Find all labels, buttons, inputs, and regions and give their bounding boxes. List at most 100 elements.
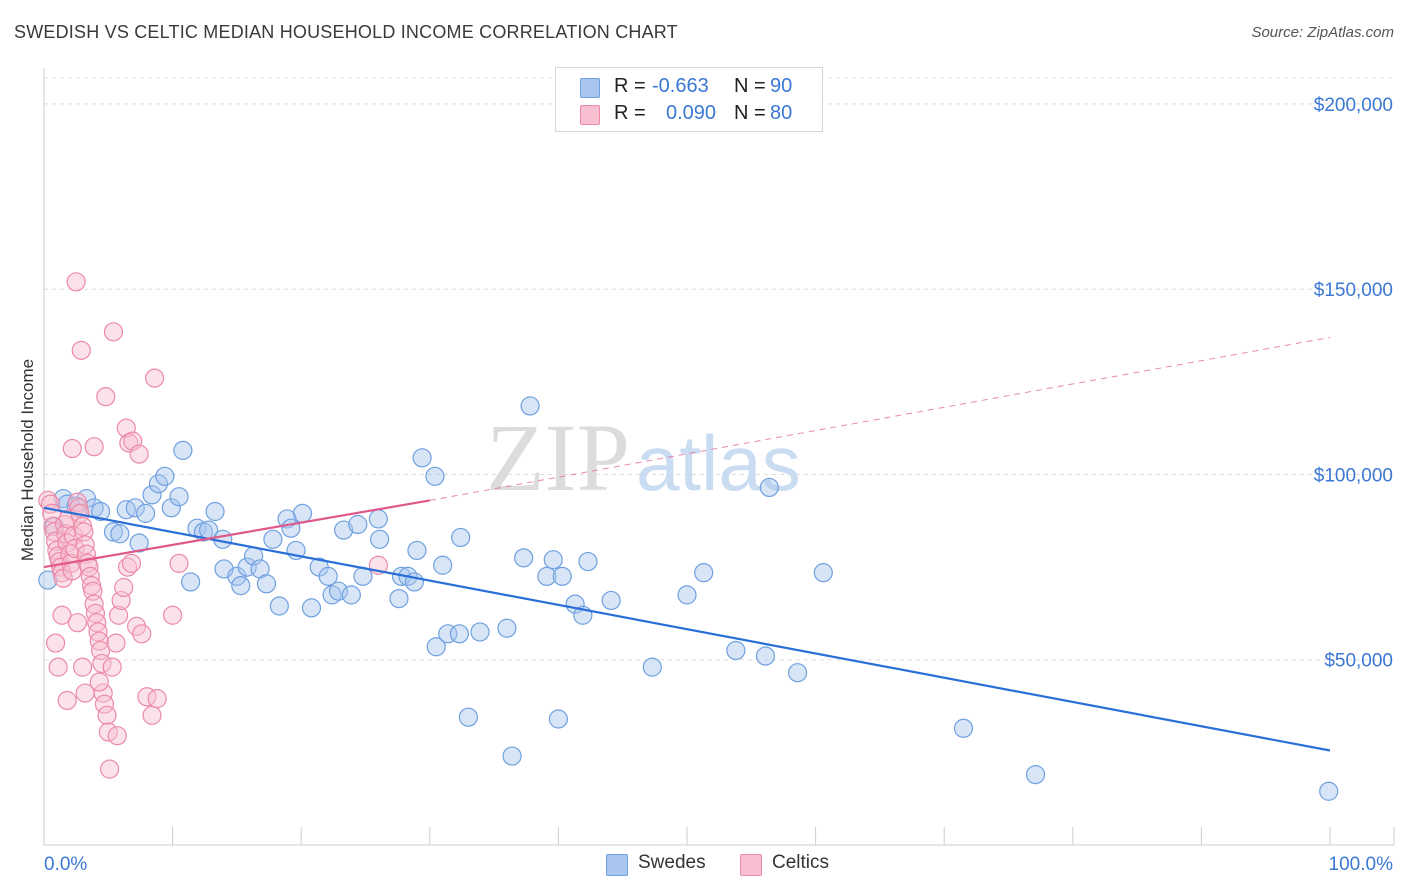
swedes-point xyxy=(726,640,746,661)
swedes-trend-line xyxy=(43,506,1331,752)
swedes-point xyxy=(813,563,833,583)
r-value: -0.663 xyxy=(652,75,709,97)
celtics-trend-extension xyxy=(429,336,1331,501)
celtics-trend-line xyxy=(43,499,430,569)
celtics-point xyxy=(65,538,85,559)
celtics-point xyxy=(107,726,127,746)
swedes-point xyxy=(953,718,974,738)
celtics-point xyxy=(92,653,112,674)
swedes-point xyxy=(502,746,522,766)
celtics-legend-swatch xyxy=(740,854,762,876)
y-axis-label: Median Household Income xyxy=(18,358,37,562)
celtics-point xyxy=(71,340,91,360)
trend-lines xyxy=(43,336,1331,752)
celtics-point xyxy=(129,444,149,464)
celtics-point xyxy=(84,437,104,457)
legend-label-celtics: Celtics xyxy=(772,852,830,873)
celtics-point xyxy=(102,657,122,677)
swedes-point xyxy=(301,598,322,618)
swedes-point xyxy=(1319,781,1339,801)
celtics-swatch xyxy=(580,105,600,125)
celtics-point xyxy=(114,577,134,598)
x-tick-label-max: 100.0% xyxy=(1329,854,1394,875)
n-label: N = xyxy=(734,102,766,124)
swedes-point xyxy=(368,509,388,529)
swedes-point xyxy=(110,524,130,544)
swedes-point xyxy=(173,440,193,460)
swedes-point xyxy=(169,487,189,507)
celtics-point xyxy=(57,690,77,711)
n-value: 90 xyxy=(770,75,793,97)
swedes-point xyxy=(90,501,111,522)
swedes-point xyxy=(181,572,201,592)
celtics-point xyxy=(97,705,117,725)
swedes-point xyxy=(412,448,432,468)
swedes-point xyxy=(514,548,534,568)
swedes-point xyxy=(677,585,697,605)
celtics-point xyxy=(45,633,66,653)
swedes-point xyxy=(426,637,446,657)
celtics-point xyxy=(48,657,68,677)
celtics-point xyxy=(117,557,138,577)
swedes-point xyxy=(520,396,540,416)
swedes-point xyxy=(601,590,621,611)
tick-labels: $50,000 $100,000 $150,000 $200,000 0.0% 100.0… xyxy=(44,95,1393,875)
swedes-point xyxy=(389,588,409,609)
swedes-point xyxy=(407,540,427,561)
swedes-swatch xyxy=(580,78,600,98)
swedes-point xyxy=(642,657,662,677)
swedes-point xyxy=(103,522,124,542)
celtics-point xyxy=(147,689,167,709)
swedes-point xyxy=(470,622,490,642)
swedes-point xyxy=(334,520,354,540)
celtics-point xyxy=(144,368,165,388)
celtics-point xyxy=(72,657,93,677)
celtics-point xyxy=(132,624,152,644)
swedes-point xyxy=(543,550,563,570)
swedes-point xyxy=(135,503,156,523)
data-points xyxy=(38,272,1339,801)
celtics-point xyxy=(66,272,86,292)
legend-label-swedes: Swedes xyxy=(638,852,706,873)
swedes-point xyxy=(425,466,445,486)
celtics-point xyxy=(94,694,115,714)
celtics-point xyxy=(75,683,95,703)
swedes-point xyxy=(433,555,453,575)
celtics-point xyxy=(169,553,189,573)
r-value: 0.090 xyxy=(666,102,717,124)
chart-title: SWEDISH VS CELTIC MEDIAN HOUSEHOLD INCOM… xyxy=(14,22,678,42)
swedes-point xyxy=(292,503,313,523)
celtics-point xyxy=(142,705,162,725)
celtics-point xyxy=(163,605,183,625)
swedes-point xyxy=(449,624,469,644)
swedes-point xyxy=(370,529,390,549)
celtics-point xyxy=(106,633,126,653)
celtics-point xyxy=(67,613,88,633)
swedes-point xyxy=(458,707,478,727)
swedes-point xyxy=(694,563,714,583)
source-label: Source: ZipAtlas.com xyxy=(1251,24,1394,41)
swedes-point xyxy=(142,485,162,505)
swedes-point xyxy=(269,596,289,616)
swedes-point xyxy=(548,709,569,729)
celtics-point xyxy=(108,605,129,625)
swedes-point xyxy=(263,529,283,549)
swedes-point xyxy=(438,624,458,644)
n-label: N = xyxy=(734,75,766,97)
celtics-point xyxy=(96,387,116,407)
swedes-point xyxy=(451,527,471,548)
y-tick-label: $100,000 xyxy=(1314,465,1393,486)
swedes-legend-swatch xyxy=(606,854,628,876)
swedes-point xyxy=(787,663,808,683)
y-tick-label: $150,000 xyxy=(1314,280,1393,301)
swedes-point xyxy=(497,618,517,638)
swedes-point xyxy=(318,566,338,586)
swedes-point xyxy=(578,551,598,572)
r-label: R = xyxy=(614,75,646,97)
swedes-point xyxy=(759,477,779,498)
celtics-point xyxy=(103,322,124,342)
watermark-atlas: atlas xyxy=(636,419,801,507)
swedes-point xyxy=(348,514,368,535)
swedes-point xyxy=(125,498,145,518)
